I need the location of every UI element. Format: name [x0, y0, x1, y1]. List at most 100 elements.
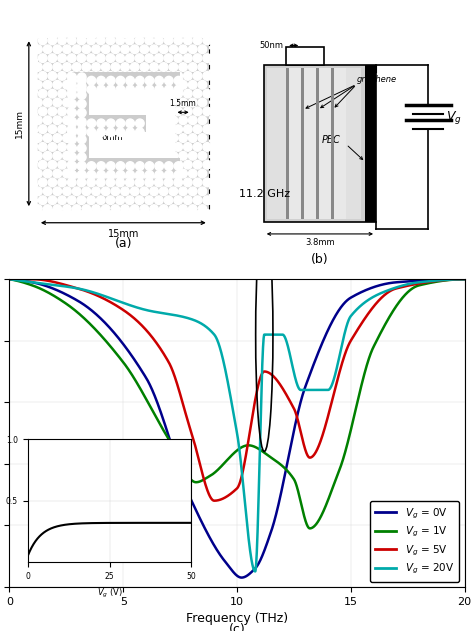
Circle shape	[63, 187, 71, 196]
Circle shape	[174, 90, 182, 98]
Circle shape	[203, 90, 211, 98]
Circle shape	[130, 169, 139, 178]
Circle shape	[198, 151, 207, 160]
Circle shape	[67, 196, 76, 204]
Circle shape	[183, 160, 192, 169]
Circle shape	[111, 169, 119, 178]
Circle shape	[106, 160, 115, 169]
Circle shape	[58, 196, 66, 204]
Circle shape	[135, 54, 144, 62]
Circle shape	[198, 62, 207, 71]
Circle shape	[77, 54, 86, 62]
Circle shape	[48, 36, 57, 45]
Circle shape	[159, 116, 168, 124]
Circle shape	[82, 116, 91, 124]
Circle shape	[43, 98, 52, 107]
Circle shape	[203, 143, 211, 151]
Circle shape	[77, 128, 86, 136]
Circle shape	[145, 36, 154, 45]
Circle shape	[159, 62, 168, 71]
Circle shape	[126, 85, 135, 94]
Circle shape	[198, 187, 207, 196]
Circle shape	[96, 71, 105, 80]
Circle shape	[116, 107, 125, 115]
Circle shape	[97, 162, 105, 170]
Circle shape	[87, 143, 95, 151]
Circle shape	[96, 90, 105, 98]
Circle shape	[77, 144, 86, 153]
Circle shape	[63, 204, 71, 213]
Circle shape	[38, 178, 47, 187]
Circle shape	[53, 187, 62, 196]
Circle shape	[203, 125, 211, 134]
Circle shape	[53, 62, 62, 71]
Circle shape	[116, 170, 125, 179]
Circle shape	[183, 90, 192, 98]
Legend: $V_g$ = 0V, $V_g$ = 1V, $V_g$ = 5V, $V_g$ = 20V: $V_g$ = 0V, $V_g$ = 1V, $V_g$ = 5V, $V_g…	[370, 501, 459, 582]
Circle shape	[87, 178, 95, 187]
Circle shape	[68, 144, 76, 153]
Circle shape	[126, 107, 134, 115]
Circle shape	[58, 71, 66, 80]
Circle shape	[63, 62, 71, 71]
Circle shape	[48, 143, 57, 151]
Circle shape	[43, 81, 52, 89]
Circle shape	[53, 98, 62, 107]
Circle shape	[189, 98, 197, 107]
Circle shape	[155, 178, 163, 187]
Circle shape	[164, 196, 173, 204]
Circle shape	[136, 170, 144, 179]
Circle shape	[179, 204, 187, 213]
Circle shape	[164, 54, 173, 62]
Circle shape	[48, 71, 57, 80]
Circle shape	[164, 160, 173, 169]
Circle shape	[174, 76, 183, 85]
Circle shape	[150, 151, 158, 160]
Circle shape	[77, 162, 86, 170]
Circle shape	[87, 54, 95, 62]
Circle shape	[77, 160, 86, 169]
Circle shape	[34, 81, 42, 89]
Circle shape	[164, 85, 173, 94]
Circle shape	[87, 125, 95, 134]
Circle shape	[140, 116, 149, 124]
Circle shape	[174, 71, 182, 80]
Circle shape	[174, 36, 182, 45]
Circle shape	[63, 151, 71, 160]
Circle shape	[77, 107, 86, 115]
Circle shape	[101, 81, 110, 89]
Circle shape	[130, 62, 139, 71]
Circle shape	[101, 187, 110, 196]
Circle shape	[159, 151, 168, 160]
Circle shape	[97, 119, 105, 127]
Circle shape	[169, 116, 178, 124]
Circle shape	[106, 90, 115, 98]
Circle shape	[145, 143, 154, 151]
Bar	[316, 68, 319, 219]
Circle shape	[189, 62, 197, 71]
Circle shape	[203, 160, 211, 169]
Circle shape	[130, 187, 139, 196]
Circle shape	[48, 196, 57, 204]
Circle shape	[164, 76, 173, 85]
Circle shape	[126, 119, 135, 127]
Circle shape	[68, 100, 76, 109]
Circle shape	[135, 143, 144, 151]
Bar	[72, 73, 89, 175]
Text: 15mm: 15mm	[15, 109, 24, 138]
Circle shape	[189, 116, 197, 124]
Circle shape	[169, 45, 178, 54]
Circle shape	[116, 178, 125, 187]
Circle shape	[116, 90, 125, 98]
Circle shape	[136, 76, 144, 85]
Circle shape	[126, 160, 134, 169]
Circle shape	[67, 90, 76, 98]
Circle shape	[121, 151, 129, 160]
Circle shape	[135, 125, 144, 134]
Circle shape	[189, 45, 197, 54]
Circle shape	[91, 98, 100, 107]
Circle shape	[48, 125, 57, 134]
Circle shape	[198, 134, 207, 143]
Circle shape	[38, 71, 47, 80]
Circle shape	[183, 178, 192, 187]
